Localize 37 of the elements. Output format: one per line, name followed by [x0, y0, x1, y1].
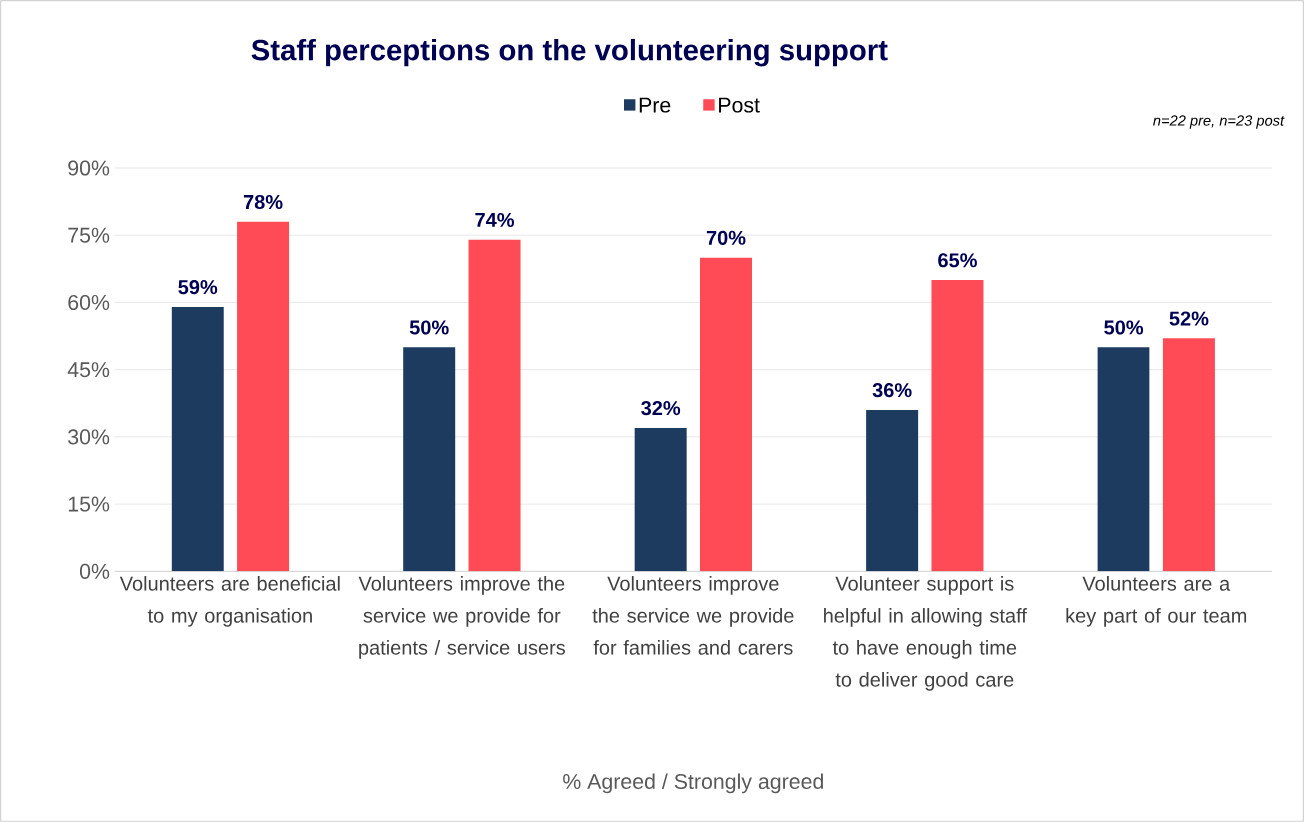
y-tick-label: 0%: [79, 563, 110, 579]
x-tick-label: Volunteers improve the service we provide for patients / service users: [358, 576, 566, 659]
data-label: 50%: [1104, 320, 1144, 335]
data-label: 74%: [475, 212, 515, 227]
data-label: 70%: [706, 230, 746, 245]
bar: [931, 280, 984, 572]
data-label: 36%: [872, 383, 912, 398]
bar: [866, 410, 919, 572]
bar: [237, 221, 290, 572]
bar: [403, 347, 456, 572]
bar: [1162, 338, 1215, 572]
legend-label: Pre: [639, 97, 671, 113]
bar: [1097, 347, 1150, 572]
bar: [700, 257, 752, 572]
data-label: 52%: [1169, 311, 1209, 326]
data-label: 50%: [409, 320, 449, 335]
legend-label: Post: [719, 97, 760, 113]
bar: [171, 306, 224, 572]
chart-title: Staff perceptions on the volunteering support: [251, 38, 888, 67]
y-tick-label: 90%: [68, 160, 110, 176]
data-label: 78%: [243, 194, 283, 210]
x-tick-label: Volunteers are beneficial to my organisation: [119, 576, 340, 627]
bar: [634, 427, 687, 572]
x-tick-label: Volunteers improve the service we provide for families and carers: [592, 576, 794, 655]
y-tick-label: 60%: [68, 294, 110, 310]
y-tick-label: 15%: [68, 496, 110, 512]
x-tick-label: Volunteer support is helpful in allowing staff to have enough time to deliver good care: [824, 576, 1027, 691]
y-tick-label: 75%: [68, 227, 110, 243]
bar: [468, 239, 521, 572]
x-tick-label: Volunteers are a key part of our team: [1066, 576, 1247, 627]
x-axis-title: % Agreed / Strongly agreed: [563, 773, 823, 794]
y-tick-label: 45%: [67, 362, 110, 378]
data-label: 32%: [641, 401, 681, 416]
data-label: 65%: [938, 253, 977, 268]
data-label: 59%: [178, 280, 218, 295]
text: n=22 pre, n=23 post: [1153, 115, 1285, 129]
y-tick-label: 30%: [68, 429, 110, 445]
